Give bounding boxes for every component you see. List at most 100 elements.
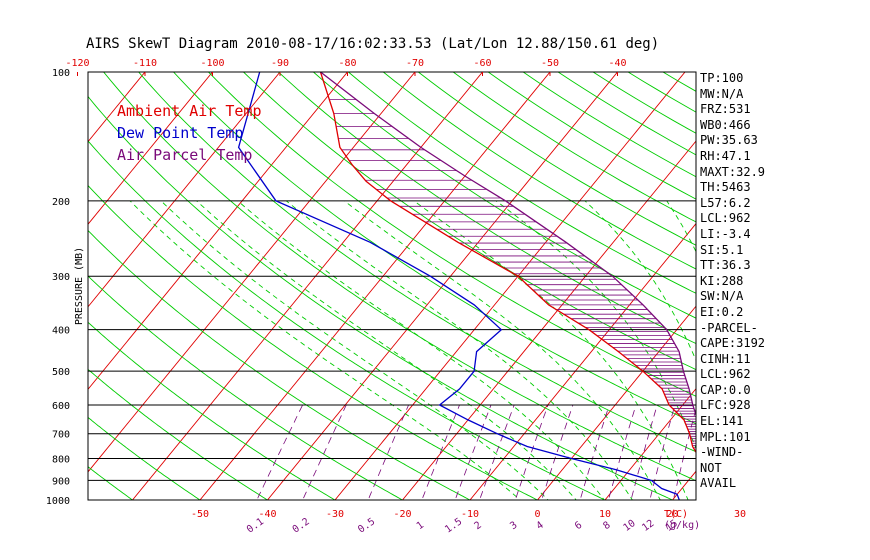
dry-adiabat-line <box>88 368 269 500</box>
ambient-air-temp-curve <box>319 72 696 454</box>
isotherm-line <box>88 72 349 391</box>
moist-adiabat-line <box>160 200 549 500</box>
stability-index-item: NOT <box>700 460 722 475</box>
mixing-ratio-tick-label: 0.2 <box>291 516 312 535</box>
dry-adiabat-line <box>138 72 696 453</box>
mixing-ratio-line <box>608 404 637 500</box>
moist-adiabat-line <box>343 200 661 500</box>
dry-adiabat-line <box>88 275 404 500</box>
pressure-tick-label: 400 <box>52 326 70 337</box>
top-temp-tick-label: -40 <box>608 58 626 69</box>
pressure-tick-label: 200 <box>52 197 70 208</box>
stability-index-item: KI:288 <box>700 273 744 288</box>
dry-adiabat-line <box>277 72 696 345</box>
mixing-ratio-line <box>421 404 460 500</box>
isotherm-line <box>88 72 281 308</box>
dry-adiabat-line <box>88 466 134 500</box>
mixing-ratio-line <box>579 404 610 500</box>
mixing-ratio-line <box>256 404 303 500</box>
dry-adiabat-line <box>312 72 696 319</box>
stability-index-item: MAXT:32.9 <box>700 164 766 179</box>
top-temp-tick-label: -110 <box>133 58 157 69</box>
stability-index-item: TH:5463 <box>700 180 751 195</box>
mixing-ratio-tick-label: 2 <box>473 520 484 532</box>
bottom-temp-tick-label: -50 <box>191 509 209 520</box>
dry-adiabat-line <box>207 72 696 397</box>
stability-index-item: LCL:962 <box>700 211 751 226</box>
stability-index-item: SW:N/A <box>700 289 744 304</box>
mixing-ratio-tick-label: 8 <box>601 520 612 532</box>
top-temp-tick-label: -50 <box>541 58 559 69</box>
stability-indices-panel: TP:100 MW:N/A FRZ:531 WB0:466 PW:35.63 RH:47.… <box>700 71 765 492</box>
mixing-ratio-tick-label: 0.5 <box>356 516 377 535</box>
stability-index-item: MW:N/A <box>700 86 744 101</box>
pressure-tick-label: 500 <box>52 367 70 378</box>
isotherm-line <box>131 72 484 500</box>
mixing-ratio-tick-label: 10 <box>621 518 637 534</box>
plot-frame <box>87 71 697 501</box>
stability-index-item: TP:100 <box>700 71 744 85</box>
top-temp-tick-label: -90 <box>271 58 289 69</box>
pressure-tick-label: 300 <box>52 272 70 283</box>
legend-dew-point-temp: Dew Point Temp <box>117 124 244 142</box>
pressure-tick-label: 900 <box>52 476 70 487</box>
top-temp-tick-label: -100 <box>200 58 224 69</box>
mixing-ratio-tick-label: 12 <box>640 518 656 534</box>
stability-index-item: EI:0.2 <box>700 304 744 319</box>
moist-adiabat-line <box>129 200 521 500</box>
bottom-temp-tick-label: -40 <box>258 509 276 520</box>
dry-adiabat-line <box>785 63 870 510</box>
mixing-ratio-line <box>630 404 658 500</box>
dry-adiabat-line <box>88 321 336 500</box>
bottom-temp-tick-label: 20 <box>666 509 678 520</box>
stability-index-item: TT:36.3 <box>700 258 751 273</box>
dry-adiabat-line <box>242 72 696 371</box>
mixing-ratio-tick-label: 3 <box>508 520 519 532</box>
mixing-ratio-unit-label: (g/kg) <box>664 520 700 531</box>
mixing-ratio-line <box>781 405 799 509</box>
stability-index-item: PW:35.63 <box>700 133 758 148</box>
moist-adiabat-line <box>196 200 577 500</box>
pressure-tick-label: 800 <box>52 455 70 466</box>
x-axis-label: T(C) <box>664 509 688 520</box>
legend-air-parcel-temp: Air Parcel Temp <box>117 146 253 164</box>
stability-index-item: -PARCEL- <box>700 320 758 335</box>
dry-adiabat-line <box>347 72 696 294</box>
stability-index-item: EL:141 <box>700 414 744 429</box>
isotherm-line <box>604 388 696 500</box>
stability-index-item: LFC:928 <box>700 398 751 413</box>
isotherm-line <box>88 72 214 225</box>
mixing-ratio-line <box>479 404 515 500</box>
stability-index-item: RH:47.1 <box>700 148 751 163</box>
mixing-ratio-line <box>514 404 549 500</box>
stability-index-item: SI:5.1 <box>700 242 744 257</box>
top-temp-tick-label: -120 <box>65 58 89 69</box>
bottom-temp-tick-label: 0 <box>534 509 540 520</box>
isotherm-line <box>469 222 696 500</box>
stability-index-item: CAP:0.0 <box>700 382 751 397</box>
plot-clip-group <box>88 52 870 517</box>
stability-index-item: L57:6.2 <box>700 195 751 210</box>
dry-adiabat-line <box>751 63 870 510</box>
dry-adiabat-line <box>820 63 870 510</box>
dry-adiabat-line <box>382 72 696 270</box>
top-temp-tick-label: -80 <box>338 58 356 69</box>
bottom-temp-tick-label: -20 <box>393 509 411 520</box>
dry-adiabat-line <box>88 95 674 500</box>
dry-adiabat-line <box>452 72 696 223</box>
pressure-tick-label: 700 <box>52 430 70 441</box>
stability-index-item: CINH:11 <box>700 351 751 366</box>
mixing-ratio-tick-label: 6 <box>573 520 584 532</box>
y-axis-label: PRESSURE (MB) <box>74 247 85 325</box>
dry-adiabat-line <box>103 72 696 482</box>
stability-index-item: AVAIL <box>700 476 737 491</box>
stability-index-item: MPL:101 <box>700 429 751 444</box>
dry-adiabat-line <box>88 229 472 500</box>
mixing-ratio-line <box>649 404 676 500</box>
isotherm-line <box>334 72 686 500</box>
stability-index-item: FRZ:531 <box>700 102 751 117</box>
stability-index-item: CAPE:3192 <box>700 336 766 351</box>
dry-adiabat-line <box>88 140 607 500</box>
isotherm-line <box>793 52 870 517</box>
